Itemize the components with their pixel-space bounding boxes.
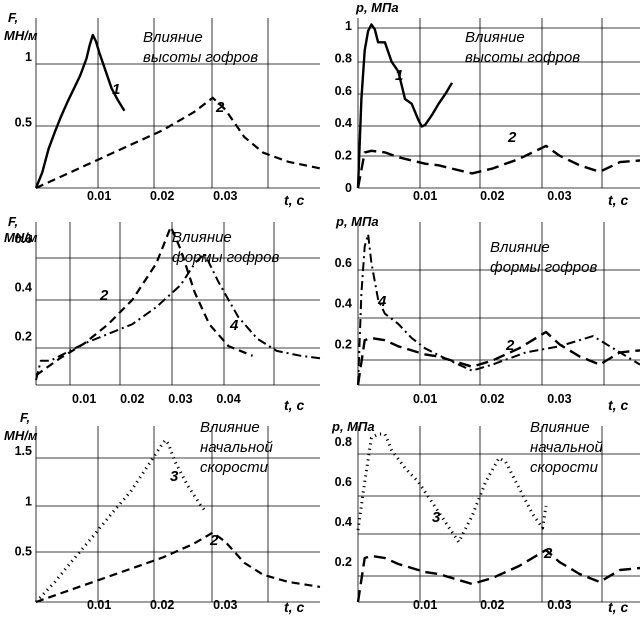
series-label-2: 2 — [507, 129, 517, 146]
series-2-line — [356, 144, 640, 189]
chart-title: Влияние — [530, 419, 590, 436]
y-tick-label: 0.2 — [335, 555, 352, 569]
y-axis-label: МН/м — [4, 28, 38, 43]
y-axis-label: F, — [8, 214, 18, 229]
y-tick-label: 0.8 — [335, 51, 352, 65]
y-tick-label: 0.5 — [15, 116, 32, 130]
x-axis-label: t, с — [608, 599, 628, 615]
x-axis-label: t, с — [284, 192, 304, 208]
series-4-line — [35, 252, 321, 381]
x-tick-label: 0.03 — [168, 392, 192, 406]
x-tick-label: 0.03 — [547, 598, 571, 612]
chart-title: формы гофров — [490, 259, 597, 276]
chart-title: начальной — [530, 439, 603, 456]
y-axis-label: F, — [20, 410, 30, 425]
x-tick-label: 0.03 — [213, 598, 237, 612]
x-tick-label: 0.01 — [87, 598, 111, 612]
chart-panel-p6: 0.2 0.4 0.6 0.8 0.01 0.02 0.03 p, МПа t, с Влияни… — [331, 419, 640, 615]
x-tick-label: 0.02 — [480, 598, 504, 612]
series-2-line — [356, 548, 640, 603]
chart-panel-p4: 0.2 0.4 0.6 0.01 0.02 0.03 p, МПа t, с Влияние фо… — [335, 214, 640, 413]
chart-title: Влияние — [490, 239, 550, 256]
chart-panel-p2: 0 0.2 0.4 0.6 0.8 1 0.01 0.02 0.03 p, МПа t, с Влия… — [335, 0, 640, 208]
series-label-3: 3 — [432, 509, 441, 526]
x-tick-label: 0.01 — [87, 189, 111, 203]
chart-title: Влияние — [143, 29, 203, 46]
y-axis-label: p, МПа — [335, 214, 379, 229]
series-label-2: 2 — [209, 532, 219, 549]
x-tick-label: 0.02 — [120, 392, 144, 406]
y-tick-label: 0.2 — [335, 149, 352, 163]
x-tick-label: 0.02 — [480, 392, 504, 406]
x-tick-label: 0.01 — [413, 189, 437, 203]
series-label-2: 2 — [99, 287, 109, 304]
x-tick-label: 0.03 — [547, 189, 571, 203]
chart-title: Влияние — [172, 229, 232, 246]
series-1-line — [34, 33, 126, 189]
y-tick-label: 1 — [25, 50, 32, 64]
y-tick-label: 0 — [345, 181, 352, 195]
chart-panel-p3: 0.2 0.4 0.6 0.01 0.02 0.03 0.04 F,МН/м t, с Влиян… — [4, 214, 321, 413]
y-tick-label: 0.2 — [15, 329, 32, 343]
y-tick-label: 0.5 — [15, 545, 32, 559]
x-axis-label: t, с — [284, 397, 304, 413]
y-tick-label: 0.2 — [335, 337, 352, 351]
series-2-line — [356, 330, 640, 386]
y-tick-label: 0.4 — [335, 297, 352, 311]
y-axis-label: МН/м — [4, 428, 38, 443]
x-tick-label: 0.03 — [547, 392, 571, 406]
series-3-line — [356, 432, 548, 544]
x-axis-label: t, с — [608, 192, 628, 208]
chart-title: высоты гофров — [465, 49, 580, 66]
chart-title: Влияние — [465, 29, 525, 46]
chart-title: скорости — [200, 459, 269, 476]
y-tick-label: 0.6 — [335, 256, 352, 270]
x-tick-label: 0.03 — [213, 189, 237, 203]
x-axis-label: t, с — [284, 599, 304, 615]
chart-title: начальной — [200, 439, 273, 456]
x-axis-label: t, с — [608, 397, 628, 413]
y-tick-label: 1 — [345, 19, 352, 33]
series-label-1: 1 — [112, 81, 120, 98]
y-tick-label: 0.6 — [335, 475, 352, 489]
y-tick-label: 0.4 — [335, 116, 352, 130]
series-label-4: 4 — [229, 317, 239, 334]
y-tick-label: 0.6 — [335, 84, 352, 98]
series-3-line — [34, 438, 208, 604]
y-tick-label: 0.8 — [335, 435, 352, 449]
chart-panel-p1: 0.5 1 0.01 0.02 0.03 F, МН/м t, с Влияние высоты … — [4, 10, 321, 208]
chart-title: Влияние — [200, 419, 260, 436]
x-tick-label: 0.02 — [480, 189, 504, 203]
chart-title: формы гофров — [172, 249, 279, 266]
x-tick-label: 0.04 — [216, 392, 240, 406]
series-1-line — [356, 23, 454, 189]
series-2-line — [35, 96, 321, 190]
x-tick-label: 0.02 — [150, 598, 174, 612]
x-tick-label: 0.01 — [413, 392, 437, 406]
x-tick-label: 0.01 — [413, 598, 437, 612]
series-label-2: 2 — [215, 99, 225, 116]
x-tick-label: 0.02 — [150, 189, 174, 203]
y-axis-label: p, МПа — [331, 419, 375, 434]
y-axis-label: p, МПа — [355, 0, 399, 15]
series-2-line — [35, 531, 321, 604]
y-tick-label: 1 — [25, 494, 32, 508]
chart-panel-p5: 0.5 1 1.5 0.01 0.02 0.03 F, МН/м t, с Влияние нача… — [4, 410, 321, 615]
y-axis-label: МН/м — [4, 230, 38, 245]
series-label-4: 4 — [377, 293, 387, 310]
chart-title: высоты гофров — [143, 49, 258, 66]
chart-title: скорости — [530, 459, 599, 476]
y-tick-label: 0.4 — [15, 281, 32, 295]
series-label-2: 2 — [543, 545, 553, 562]
series-label-1: 1 — [395, 67, 403, 84]
y-tick-label: 0.6 — [15, 232, 32, 246]
y-tick-label: 0.4 — [335, 515, 352, 529]
series-label-3: 3 — [170, 468, 179, 485]
y-tick-label: 1.5 — [15, 444, 32, 458]
x-tick-label: 0.01 — [72, 392, 96, 406]
y-axis-label: F, — [8, 10, 18, 25]
series-4-line — [357, 233, 640, 386]
series-label-2: 2 — [505, 337, 515, 354]
